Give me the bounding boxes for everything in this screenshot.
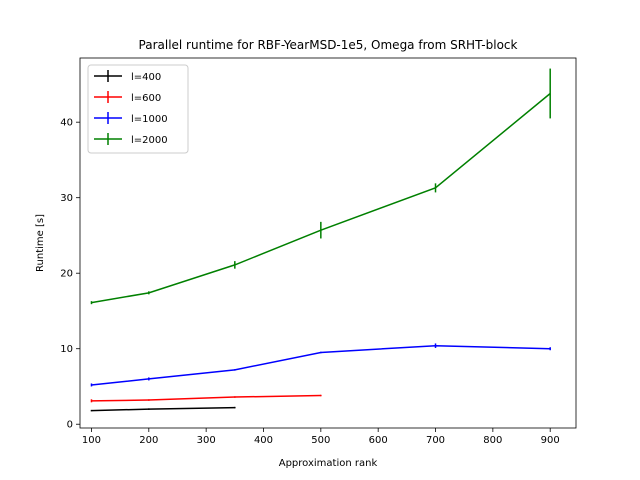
y-tick-label: 0 [67, 420, 73, 431]
y-tick-label: 30 [60, 193, 73, 204]
legend-box [87, 64, 189, 154]
x-tick-label: 700 [426, 435, 445, 446]
y-axis-label: Runtime [s] [35, 214, 46, 272]
plot-frame [79, 57, 577, 429]
x-axis-label: Approximation rank [279, 458, 378, 469]
series-line-l=1000 [91, 344, 551, 386]
x-tick-label: 100 [82, 435, 101, 446]
plot-lines [90, 68, 551, 412]
x-axis-ticks: 100 200 300 400 500 600 700 800 900 [82, 428, 560, 446]
x-tick-label: 600 [369, 435, 388, 446]
legend-label: l=1000 [131, 114, 168, 125]
legend-label: l=2000 [131, 135, 168, 146]
series-line-l=600 [91, 394, 321, 402]
x-tick-label: 900 [541, 435, 560, 446]
legend: l=400 l=600 l=1000 l=2000 [87, 64, 189, 154]
y-tick-label: 40 [60, 118, 73, 129]
x-tick-label: 800 [483, 435, 502, 446]
x-tick-label: 400 [254, 435, 273, 446]
legend-label: l=400 [131, 72, 161, 83]
x-tick-label: 500 [311, 435, 330, 446]
x-tick-label: 300 [197, 435, 216, 446]
y-tick-label: 10 [60, 344, 73, 355]
x-tick-label: 200 [139, 435, 158, 446]
y-tick-label: 20 [60, 269, 73, 280]
series-line-l=2000 [91, 92, 551, 304]
chart-title: Parallel runtime for RBF-YearMSD-1e5, Om… [139, 38, 518, 52]
y-axis-ticks: 0 10 20 30 40 [60, 118, 80, 431]
series-line-l=400 [91, 406, 235, 412]
legend-label: l=600 [131, 93, 161, 104]
